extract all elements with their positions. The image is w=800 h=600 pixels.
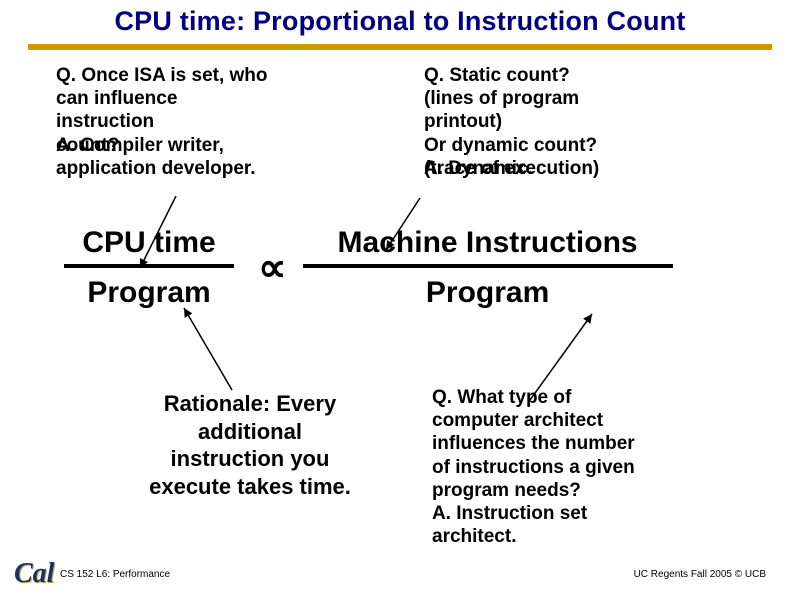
- qa-br-l7: architect.: [432, 525, 752, 548]
- frac-right: Machine Instructions Program: [303, 224, 673, 311]
- qa-top-left-overlap-row: count? A. Compiler writer,: [56, 134, 366, 157]
- qa-br-l4: of instructions a given: [432, 456, 752, 479]
- footer-right: UC Regents Fall 2005 © UCB: [634, 569, 766, 580]
- qa-top-right-overlap-row: (trace of execution) A. Dynamic.: [424, 157, 744, 180]
- qa-top-left-q2: can influence: [56, 87, 366, 110]
- qa-br-l5: program needs?: [432, 479, 752, 502]
- cal-logo: Cal: [14, 558, 54, 590]
- formula: CPU time Program ∝ Machine Instructions …: [64, 224, 776, 311]
- frac-left-num: CPU time: [82, 224, 215, 262]
- title-rule: [28, 44, 772, 50]
- qa-top-left-a2: application developer.: [56, 157, 366, 180]
- rationale-l4: execute takes time.: [100, 473, 400, 501]
- qa-top-right-q3: printout): [424, 110, 744, 133]
- qa-top-left-a1: A. Compiler writer,: [56, 135, 224, 156]
- rationale-l2: additional: [100, 418, 400, 446]
- qa-top-right-q4: Or dynamic count?: [424, 134, 744, 157]
- qa-top-right-q2: (lines of program: [424, 87, 744, 110]
- qa-br-l1: Q. What type of: [432, 386, 752, 409]
- frac-left-bar: [64, 264, 234, 268]
- qa-br-l6: A. Instruction set: [432, 502, 752, 525]
- qa-top-right: Q. Static count? (lines of program print…: [424, 64, 744, 180]
- proportional-symbol: ∝: [258, 245, 287, 291]
- frac-right-den: Program: [426, 274, 549, 312]
- qa-top-left: Q. Once ISA is set, who can influence in…: [56, 64, 366, 180]
- qa-top-left-q3: instruction: [56, 110, 366, 133]
- slide: CPU time: Proportional to Instruction Co…: [0, 0, 800, 600]
- frac-right-num: Machine Instructions: [338, 224, 638, 262]
- rationale-l3: instruction you: [100, 445, 400, 473]
- rationale: Rationale: Every additional instruction …: [100, 390, 400, 500]
- qa-top-right-q1: Q. Static count?: [424, 64, 744, 87]
- rationale-l1: Rationale: Every: [100, 390, 400, 418]
- qa-top-right-a: A. Dynamic.: [424, 158, 533, 179]
- qa-br-l3: influences the number: [432, 432, 752, 455]
- frac-right-bar: [303, 264, 673, 268]
- arrow: [184, 308, 232, 390]
- footer-left: CS 152 L6: Performance: [60, 569, 170, 580]
- slide-title: CPU time: Proportional to Instruction Co…: [0, 6, 800, 37]
- qa-bottom-right: Q. What type of computer architect influ…: [432, 386, 752, 548]
- frac-left: CPU time Program: [64, 224, 234, 311]
- frac-left-den: Program: [87, 274, 210, 312]
- qa-br-l2: computer architect: [432, 409, 752, 432]
- qa-top-left-q1: Q. Once ISA is set, who: [56, 64, 366, 87]
